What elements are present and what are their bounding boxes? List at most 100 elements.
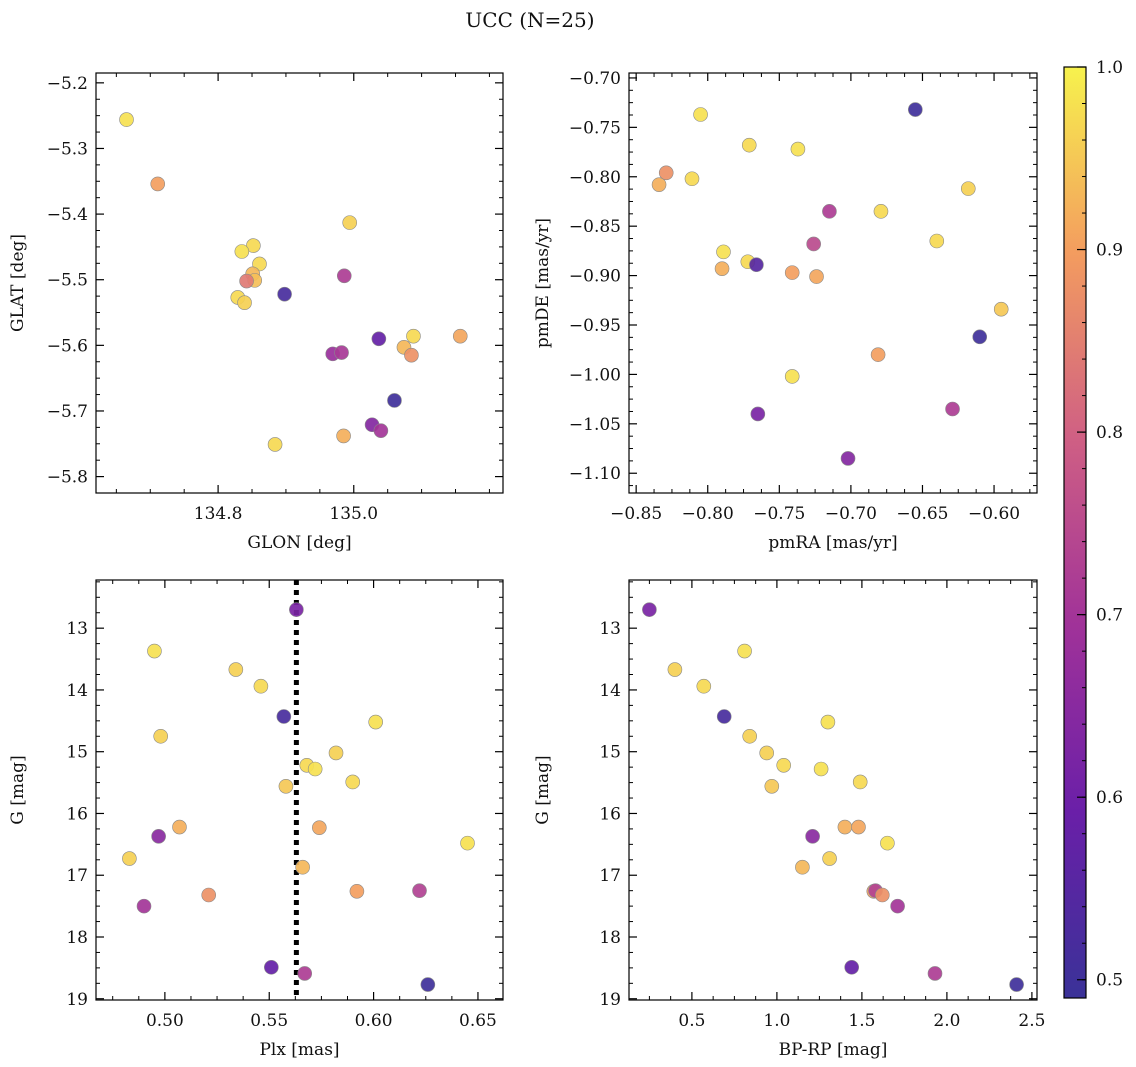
y-tick-label: −1.10 [569,464,621,484]
data-point [693,107,708,122]
data-point [452,328,468,344]
data-point [368,714,383,730]
y-tick-label: 16 [66,804,88,824]
x-tick-label: −0.75 [753,504,805,524]
data-point [276,709,292,724]
x-tick-label: −0.60 [968,504,1020,524]
plot-frame [95,579,504,1001]
panel-pmra-pmde: −0.85 −0.80 −0.75 −0.70 −0.65 −0.60 −1.10 −1.05… [533,69,1038,553]
y-tick-label: −0.75 [569,118,621,138]
data-point [234,244,250,259]
data-point [784,265,800,280]
y-tick-label: 18 [66,928,88,948]
data-point [960,181,976,196]
data-point [874,887,890,903]
data-point [267,437,283,452]
x-axis-label: pmRA [mas/yr] [768,533,897,553]
data-point [312,820,327,835]
data-point [658,165,674,181]
data-point [136,898,152,914]
plot-frame [628,579,1038,1001]
y-tick-label: −0.90 [569,267,621,287]
y-tick-label: −0.70 [569,69,621,89]
y-tick-label: −0.85 [569,217,621,237]
data-point [776,757,792,773]
data-point [795,859,810,875]
x-tick-label: 0.5 [678,1011,705,1031]
data-point [972,329,988,345]
panel-bprp-g: 0.5 1.0 1.5 2.0 2.5 13 14 15 16 17 18 19 BP-RP [mag]… [533,579,1045,1060]
x-tick-label: 134.8 [194,504,243,524]
y-tick-label: 13 [66,619,88,639]
data-point [297,966,313,981]
y-tick-label: −5.7 [47,402,88,422]
y-tick-label: 18 [599,928,621,948]
y-axis-label: pmDE [mas/yr] [533,218,553,348]
x-axis-label: BP-RP [mag] [779,1040,888,1060]
data-point [851,819,866,835]
data-point [737,643,752,659]
y-tick-label: 19 [66,990,88,1010]
y-tick-label: 15 [599,743,621,763]
x-tick-label: 2.5 [1018,1011,1045,1031]
x-tick-label: 1.0 [763,1011,790,1031]
x-tick-label: 0.65 [459,1011,497,1031]
data-point [371,331,387,347]
y-tick-label: −0.95 [569,316,621,336]
data-point [806,236,821,252]
data-point [759,745,775,761]
data-point [784,369,800,384]
plot-frame [628,72,1038,494]
data-point [264,959,279,975]
x-tick-label: 0.50 [146,1011,184,1031]
data-point [927,966,943,981]
y-tick-label: 17 [599,866,621,886]
data-point [406,328,421,344]
colorbar-tick-label: 0.5 [1096,971,1123,991]
y-tick-label: −0.80 [569,168,621,188]
data-point [741,137,757,153]
data-point [345,774,361,790]
data-point [809,269,824,284]
plot-frame [95,72,504,494]
data-point [993,301,1009,317]
colorbar-tick-label: 1.0 [1096,58,1123,78]
y-tick-label: 19 [599,990,621,1010]
data-point [714,261,730,276]
y-tick-label: −5.2 [47,74,88,94]
data-point [749,257,764,273]
colorbar-gradient [1064,67,1086,998]
x-tick-label: 0.55 [250,1011,288,1031]
y-tick-label: −5.6 [47,336,88,356]
y-tick-label: 16 [599,804,621,824]
colorbar-tick-label: 0.7 [1096,606,1123,626]
data-point [873,204,889,219]
data-point [750,406,766,422]
x-tick-label: −0.70 [825,504,877,524]
data-point [307,761,323,777]
y-axis-label: G [mag] [533,755,553,824]
x-axis-label: GLON [deg] [247,533,351,553]
y-axis-label: G [mag] [8,755,28,824]
y-tick-label: −5.5 [47,271,88,291]
data-point [840,451,856,466]
y-tick-label: −1.00 [569,365,621,385]
data-point [716,709,732,724]
data-point [929,233,945,249]
x-tick-label: 135.0 [329,504,378,524]
x-tick-label: −0.85 [610,504,662,524]
data-point [246,238,261,253]
data-point [336,428,351,444]
data-point [880,835,895,851]
y-tick-label: −5.4 [47,205,88,225]
data-point [278,778,294,794]
data-point [822,851,837,866]
data-point [151,829,166,844]
figure-title: UCC (N=25) [465,8,594,32]
data-point [349,883,365,899]
data-point [908,102,923,117]
data-point [289,602,304,617]
data-point [945,401,960,417]
data-point [295,859,310,875]
